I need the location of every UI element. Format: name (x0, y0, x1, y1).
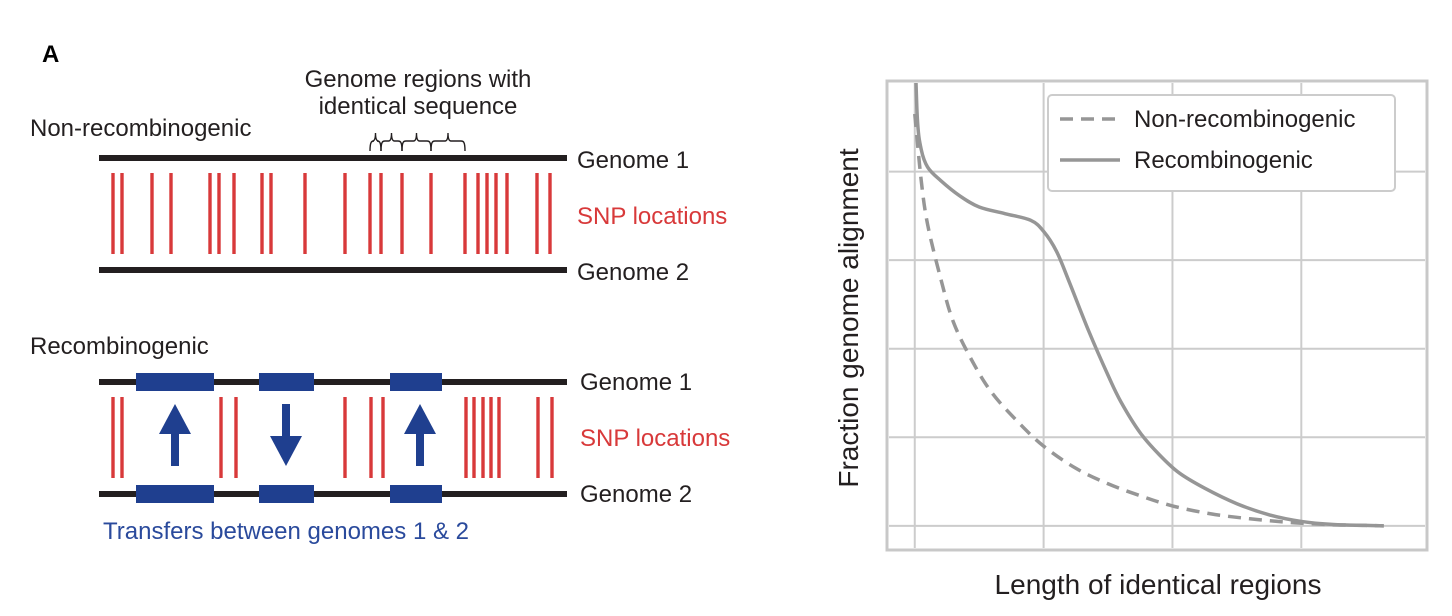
series-line-recombinogenic (914, 83, 1384, 528)
recombinogenic-diagram: Recombinogenic Gen (30, 333, 730, 545)
transfer-segment-2-genome-1 (259, 373, 314, 391)
non-recomb-snp-marks (111, 173, 552, 254)
non-recomb-snp-label: SNP locations (577, 203, 727, 230)
transfer-segments (136, 373, 442, 503)
alignment-chart: Non-recombinogenic Recombinogenic Length… (833, 79, 1429, 600)
chart-curves (913, 83, 1384, 528)
legend-box (1047, 94, 1396, 192)
transfer-arrows (159, 404, 436, 466)
non-recomb-genome-2-label: Genome 2 (577, 259, 689, 286)
recomb-snp-label: SNP locations (580, 425, 730, 452)
recomb-genome-1-label: Genome 1 (580, 369, 692, 396)
transfer-arrow-up-1 (159, 404, 191, 466)
identical-region-brace-4 (430, 132, 466, 152)
chart-legend: Non-recombinogenic Recombinogenic (1047, 94, 1396, 192)
panel-label: A (42, 41, 59, 68)
transfer-segment-1-genome-1 (136, 373, 214, 391)
transfer-segment-1-genome-2 (136, 485, 214, 503)
non-recombinogenic-title: Non-recombinogenic (30, 115, 251, 142)
series-line-non-recombinogenic (913, 113, 1384, 528)
identical-regions-callout-line-2: identical sequence (319, 93, 518, 120)
recomb-genome-2-label: Genome 2 (580, 481, 692, 508)
chart-frame (885, 79, 1429, 552)
y-axis-label: Fraction genome alignment (833, 148, 864, 488)
identical-region-brace-3 (401, 132, 432, 152)
identical-region-brace-2 (380, 132, 403, 152)
legend-label-non-recombinogenic: Non-recombinogenic (1134, 106, 1355, 133)
identical-regions-callout-line-1: Genome regions with (305, 66, 532, 93)
identical-region-braces (369, 132, 466, 152)
transfer-segment-3-genome-2 (390, 485, 442, 503)
legend-label-recombinogenic: Recombinogenic (1134, 147, 1313, 174)
transfer-arrow-down-2 (270, 404, 302, 466)
transfer-segment-2-genome-2 (259, 485, 314, 503)
identical-region-brace-1 (369, 132, 382, 152)
transfer-caption: Transfers between genomes 1 & 2 (103, 518, 469, 545)
non-recombinogenic-diagram: Non-recombinogenic Genome regions with i… (30, 66, 727, 286)
x-axis-label: Length of identical regions (995, 569, 1322, 600)
transfer-arrow-up-3 (404, 404, 436, 466)
non-recomb-genome-1-label: Genome 1 (577, 147, 689, 174)
recomb-snp-marks (111, 397, 554, 478)
recombinogenic-title: Recombinogenic (30, 333, 209, 360)
transfer-segment-3-genome-1 (390, 373, 442, 391)
